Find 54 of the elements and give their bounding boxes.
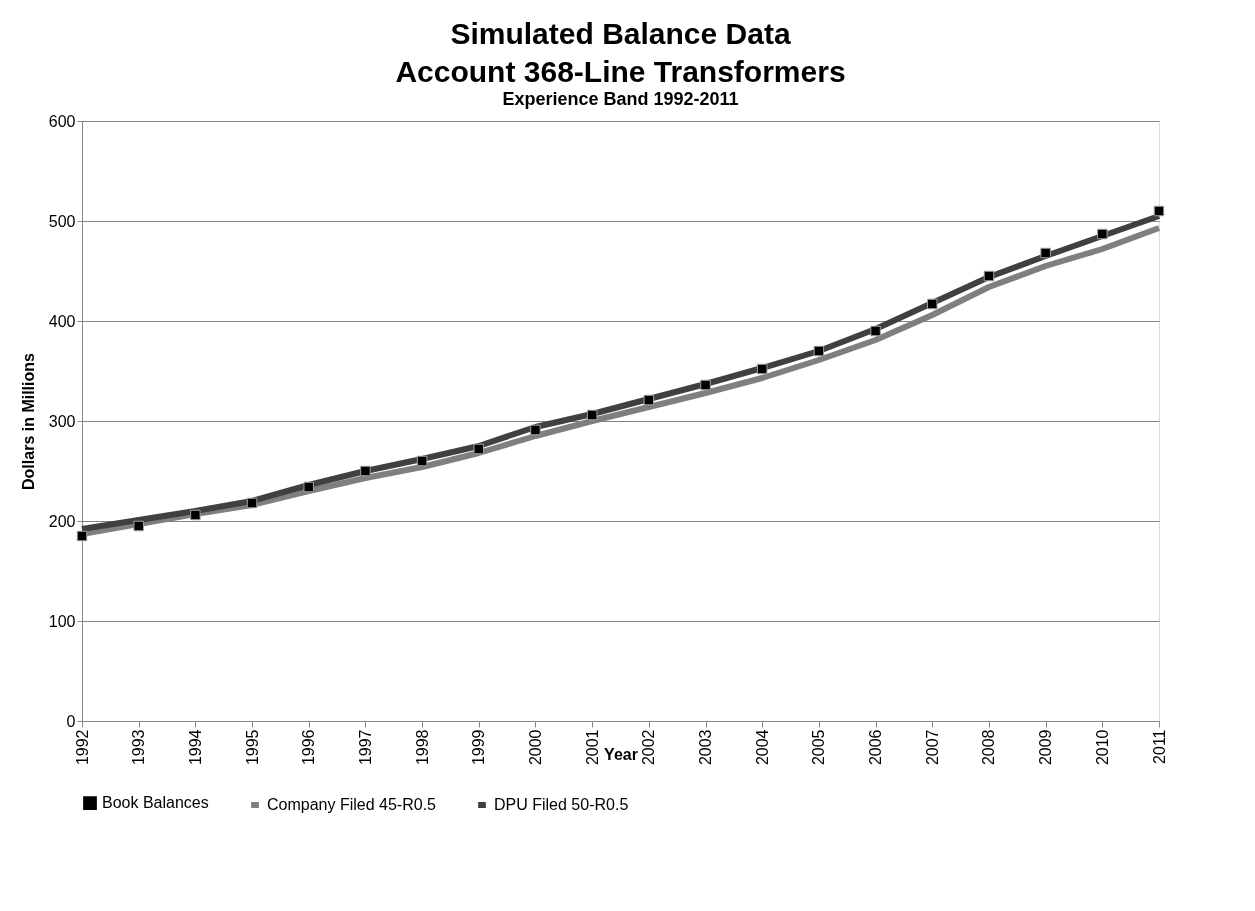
x-tick-label: 2009 (1037, 729, 1055, 766)
point (76, 530, 88, 542)
point (756, 363, 768, 375)
y-tick-label: 0 (66, 712, 76, 730)
point (1153, 205, 1165, 217)
point (360, 465, 371, 477)
point (133, 520, 144, 532)
x-tick-label: 2002 (640, 729, 658, 766)
x-tick-label: 1993 (130, 729, 148, 766)
x-tick-label: 1996 (300, 729, 318, 766)
x-tick-label: 2005 (810, 729, 828, 766)
x-tick-label: 2008 (980, 729, 998, 766)
x-tick-label: 2000 (526, 729, 544, 766)
legend-label: DPU Filed 50-R0.5 (494, 796, 629, 813)
point (927, 298, 938, 310)
legend-label: Book Balances (102, 794, 209, 812)
x-tick-label: 2007 (923, 729, 941, 766)
x-tick-label: 2004 (753, 729, 771, 766)
x-tick-label: 1998 (413, 729, 431, 766)
x-tick-label: 1992 (73, 729, 91, 766)
point (983, 270, 995, 282)
x-tick-label: 2006 (867, 729, 885, 766)
y-tick-label: 400 (48, 312, 76, 330)
chart-title: Simulated Balance Data Account 368-Line Transformers (395, 17, 846, 88)
point (303, 481, 314, 493)
y-tick-label: 300 (48, 412, 76, 430)
point (643, 394, 655, 406)
x-tick-label: 2011 (1150, 729, 1168, 764)
y-tick-label: 100 (48, 612, 76, 630)
x-tick-label: 2003 (697, 729, 715, 766)
point (1097, 228, 1108, 240)
x-tick-label: 1997 (356, 729, 374, 766)
x-tick-label: 1994 (186, 729, 204, 766)
point (246, 497, 258, 509)
point (586, 409, 598, 421)
legend-label: Company Filed 45-R0.5 (267, 796, 437, 813)
point (870, 325, 881, 337)
y-tick-label: 200 (48, 512, 76, 530)
point (700, 379, 711, 391)
point (190, 509, 201, 521)
y-axis-title: Dollars in Millions (19, 352, 37, 490)
y-tick-label: 600 (48, 112, 76, 130)
y-tick-label: 500 (48, 212, 76, 230)
point (1040, 247, 1051, 259)
x-tick-label: 2010 (1093, 729, 1111, 766)
x-tick-label: 1999 (470, 729, 488, 766)
point (813, 345, 825, 357)
x-axis-title: Year (604, 746, 638, 764)
x-tick-label: 2001 (583, 729, 601, 766)
x-tick-label: 1995 (243, 729, 261, 766)
point (473, 443, 485, 455)
chart-subtitle: Experience Band 1992-2011 (502, 89, 739, 109)
point (530, 424, 541, 436)
point (416, 455, 428, 467)
